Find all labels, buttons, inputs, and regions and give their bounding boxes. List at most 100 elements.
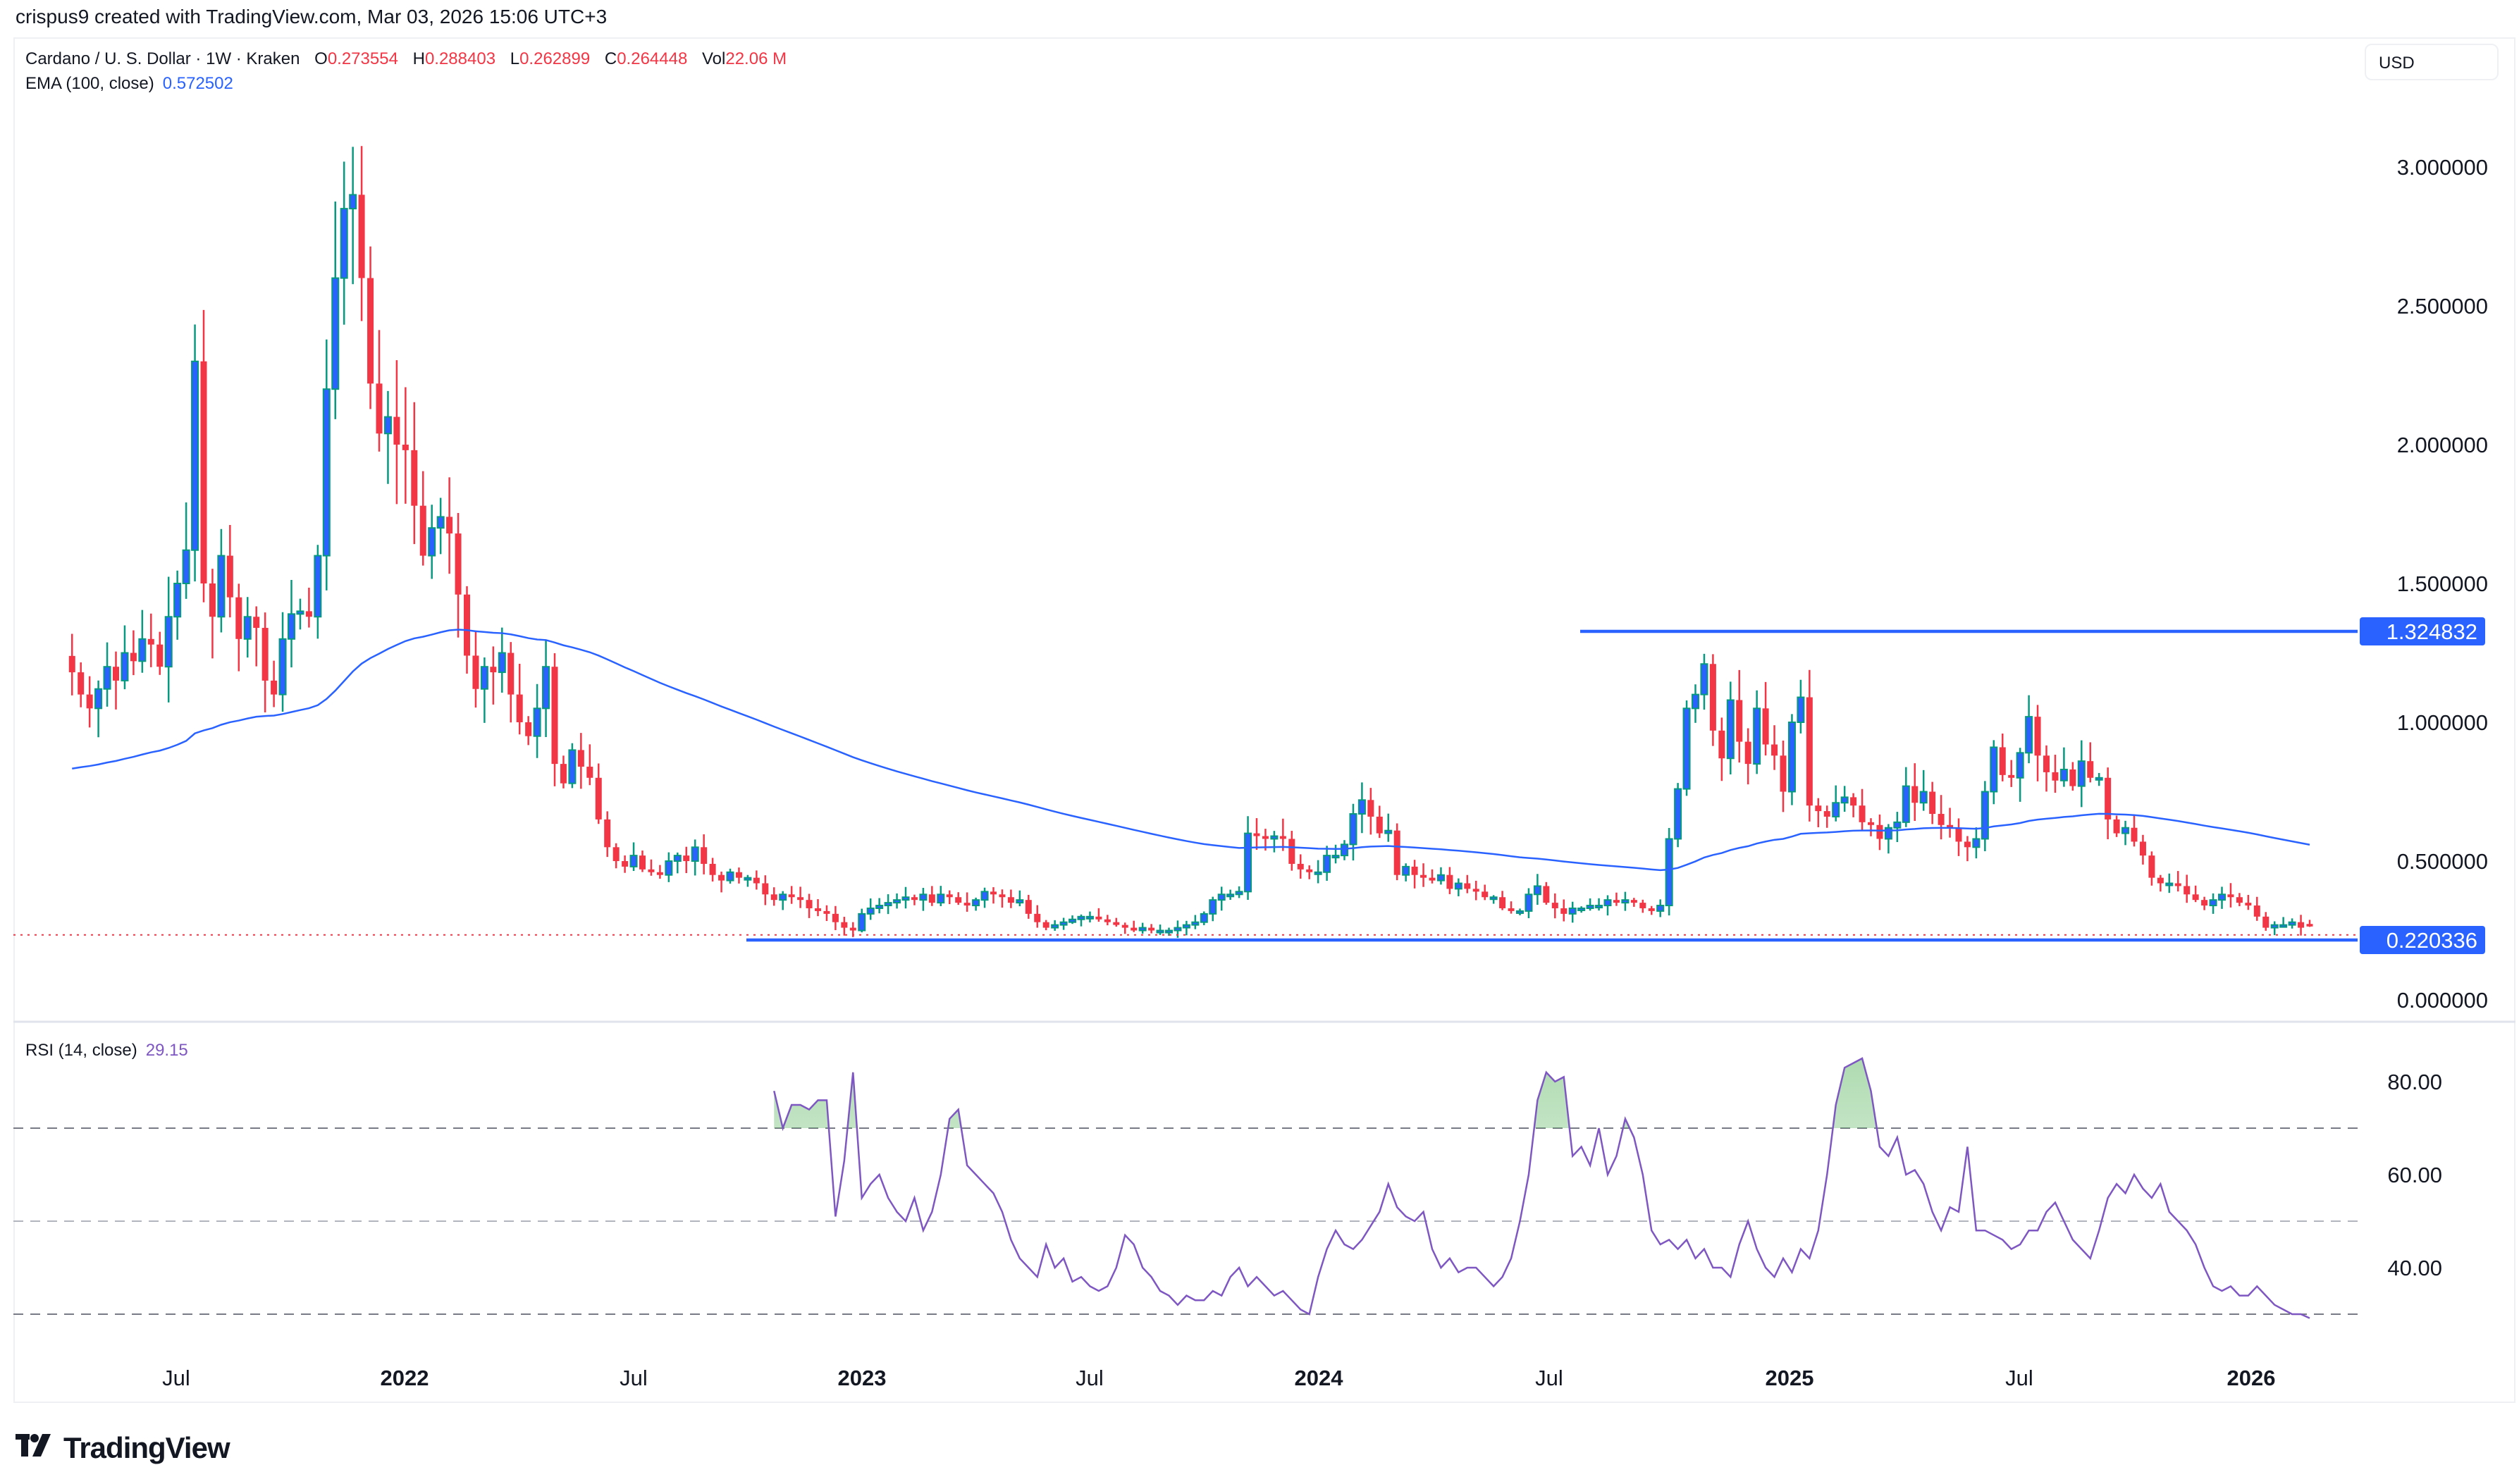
candle xyxy=(762,875,769,905)
candle xyxy=(1209,896,1217,922)
candle xyxy=(2165,873,2174,894)
candle xyxy=(1868,818,1874,836)
candle xyxy=(314,545,322,639)
high-label: H xyxy=(412,49,425,68)
candle xyxy=(1630,898,1637,907)
candle xyxy=(2209,893,2217,914)
candle xyxy=(480,657,488,723)
candle xyxy=(1850,793,1857,817)
resistance-price-tag[interactable]: 1.324832 xyxy=(2360,617,2485,645)
candle xyxy=(551,653,558,786)
candle xyxy=(1815,798,1822,827)
symbol-legend: Cardano / U. S. Dollar · 1W · Kraken O0.… xyxy=(25,47,787,96)
candle xyxy=(744,874,752,887)
candle xyxy=(1297,854,1304,879)
candle xyxy=(191,324,199,582)
ema-100-line xyxy=(72,629,2310,872)
candle xyxy=(1938,795,1945,840)
candle xyxy=(1357,782,1366,834)
candle xyxy=(1253,818,1260,850)
time-axis-label: Jul xyxy=(1535,1366,1563,1390)
svg-text:0.220336: 0.220336 xyxy=(2386,928,2477,953)
candle xyxy=(779,891,787,910)
candle xyxy=(446,477,453,574)
candle xyxy=(1999,734,2006,781)
candle xyxy=(1429,869,1436,884)
rsi-axis[interactable]: 80.00 60.00 40.00 xyxy=(2387,1070,2442,1280)
symbol-title[interactable]: Cardano / U. S. Dollar · 1W · Kraken xyxy=(25,49,300,68)
price-axis-label: 1.000000 xyxy=(2397,710,2488,735)
candle xyxy=(1656,899,1665,917)
candle xyxy=(1288,831,1295,871)
candle xyxy=(788,886,795,904)
rsi-value: 29.15 xyxy=(145,1041,188,1060)
candle xyxy=(305,588,312,628)
candle xyxy=(2270,921,2279,936)
candle xyxy=(1787,714,1796,805)
candle xyxy=(2298,915,2305,936)
candle xyxy=(980,887,989,908)
candle xyxy=(1568,901,1577,923)
ema-legend-row[interactable]: EMA (100, close) 0.572502 xyxy=(25,71,787,96)
candle xyxy=(866,898,875,920)
candle xyxy=(253,606,260,667)
candle xyxy=(376,330,383,452)
candle xyxy=(1902,767,1910,827)
candle xyxy=(1393,823,1400,881)
high-value: 0.288403 xyxy=(424,49,496,68)
candle xyxy=(455,512,462,638)
candle xyxy=(946,890,953,905)
candle xyxy=(2087,742,2094,783)
candle xyxy=(823,905,830,922)
candle xyxy=(1051,920,1059,931)
candle xyxy=(402,387,409,504)
candle xyxy=(1543,882,1550,905)
candle xyxy=(1367,788,1374,835)
close-label: C xyxy=(604,49,617,68)
candle xyxy=(1436,867,1445,885)
candle xyxy=(113,651,119,710)
candle xyxy=(428,505,436,579)
candle xyxy=(243,597,252,658)
candle xyxy=(1603,895,1612,916)
rsi-legend[interactable]: RSI (14, close) 29.15 xyxy=(25,1041,188,1061)
price-axis-label: 0.500000 xyxy=(2397,849,2488,874)
candle xyxy=(1692,684,1699,723)
candle xyxy=(288,579,295,668)
candle xyxy=(1489,895,1498,904)
support-price-tag[interactable]: 0.220336 xyxy=(2360,926,2485,954)
currency-button[interactable]: USD xyxy=(2365,44,2499,80)
candle xyxy=(2077,740,2086,808)
candle xyxy=(595,763,602,824)
rsi-line xyxy=(773,1057,2310,1319)
price-axis-label: 0.000000 xyxy=(2397,988,2488,1013)
candle xyxy=(2157,874,2164,892)
candle xyxy=(1148,924,1155,934)
candle xyxy=(1182,920,1190,936)
candle xyxy=(797,886,804,908)
candle xyxy=(1621,891,1630,911)
candle xyxy=(1323,846,1331,881)
horizontal-lines[interactable] xyxy=(13,629,2358,942)
candle xyxy=(1420,863,1427,887)
candle xyxy=(156,631,164,675)
candle xyxy=(436,497,445,555)
volume-label: Vol xyxy=(701,49,726,68)
candle xyxy=(1665,828,1673,916)
candle xyxy=(928,886,935,906)
candle xyxy=(472,630,479,708)
candle xyxy=(1525,888,1533,919)
candle xyxy=(1718,717,1725,781)
candle xyxy=(884,894,892,915)
candle xyxy=(1876,814,1883,851)
candle xyxy=(1464,874,1471,894)
candle xyxy=(1077,914,1085,927)
candle xyxy=(577,733,584,789)
candle xyxy=(1964,836,1971,862)
price-axis[interactable]: 3.000000 2.500000 2.000000 1.500000 1.000000… xyxy=(2360,155,2488,1013)
time-axis[interactable]: Jul 2022 Jul 2023 Jul 2024 Jul 2025 Jul 2026 xyxy=(162,1366,2275,1390)
candlestick-series xyxy=(68,146,2313,938)
candle xyxy=(2236,893,2243,907)
tradingview-logo[interactable]: TradingView xyxy=(16,1430,230,1466)
